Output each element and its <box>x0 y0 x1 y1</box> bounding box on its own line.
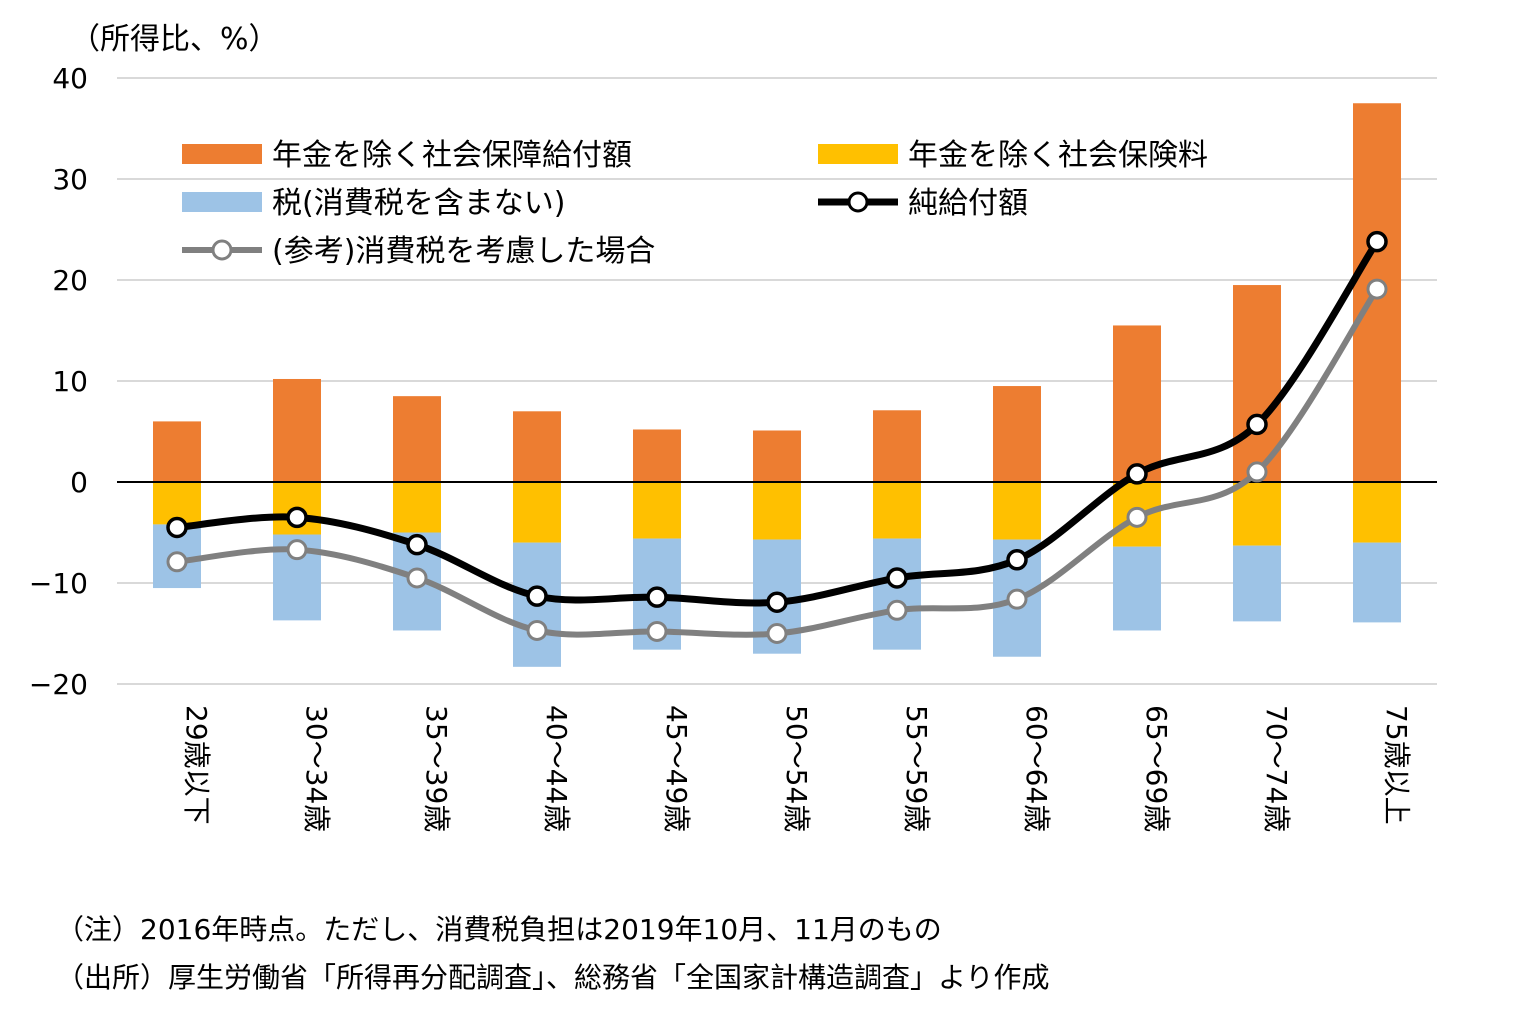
data-point-marker <box>526 619 548 641</box>
bar-segment <box>753 430 801 482</box>
data-point-marker <box>1366 230 1388 253</box>
bar-segment <box>993 482 1041 540</box>
data-point-marker <box>526 585 548 607</box>
legend-label: 年金を除く社会保険料 <box>908 138 1208 173</box>
y-tick-label: 20 <box>52 264 88 297</box>
y-tick-label: −20 <box>29 668 88 701</box>
x-tick-label: 55～59歳 <box>900 705 933 832</box>
bar-segment <box>393 396 441 482</box>
series-line <box>176 239 1380 607</box>
bar-segment <box>273 378 321 482</box>
bar-segment <box>873 538 921 650</box>
data-point-marker <box>886 567 908 589</box>
bar-segment <box>513 482 561 543</box>
data-point-marker <box>286 506 308 529</box>
data-point-marker <box>406 567 428 589</box>
y-tick-label: 30 <box>52 163 88 196</box>
legend-label: 税(消費税を含まない) <box>272 186 565 221</box>
data-point-marker <box>886 599 908 621</box>
bar-segment <box>993 386 1041 482</box>
legend-label: 純給付額 <box>908 186 1028 221</box>
legend-swatch <box>818 144 898 164</box>
data-point-marker <box>1126 506 1148 528</box>
x-tick-label: 50～54歳 <box>780 705 813 832</box>
x-tick-label: 75歳以上 <box>1380 705 1413 825</box>
bar-segment <box>873 482 921 539</box>
data-point-marker <box>1126 463 1148 485</box>
bar-segment <box>873 410 921 482</box>
x-tick-label: 65～69歳 <box>1140 705 1173 832</box>
x-tick-label: 29歳以下 <box>180 705 213 825</box>
x-tick-label: 30～34歳 <box>300 705 333 832</box>
footnote-note: （注）2016年時点。ただし、消費税負担は2019年10月、11月のもの <box>56 913 942 946</box>
y-axis-unit-label: （所得比、%） <box>70 22 279 57</box>
legend-marker <box>847 191 869 213</box>
data-point-marker <box>766 591 788 613</box>
bar-segment <box>1233 545 1281 622</box>
legend-swatch <box>182 192 262 212</box>
legend-label: (参考)消費税を考慮した場合 <box>272 234 655 269</box>
legend-marker <box>211 239 233 261</box>
data-point-marker <box>766 623 788 644</box>
data-point-marker <box>166 516 188 539</box>
legend-swatch <box>182 144 262 164</box>
bar-segment <box>1353 482 1401 543</box>
y-tick-label: 10 <box>52 365 88 398</box>
data-point-marker <box>646 620 668 642</box>
bars <box>153 103 1401 667</box>
bar-segment <box>393 482 441 533</box>
data-point-marker <box>166 551 188 573</box>
x-tick-label: 35～39歳 <box>420 705 453 832</box>
series-line <box>176 287 1380 638</box>
data-point-marker <box>286 539 308 561</box>
data-point-marker <box>406 533 428 556</box>
bar-segment <box>1233 482 1281 546</box>
x-tick-label: 40～44歳 <box>540 705 573 832</box>
data-point-marker <box>1246 413 1268 436</box>
data-point-marker <box>1006 549 1028 571</box>
data-point-marker <box>646 586 668 608</box>
bar-segment <box>1353 542 1401 623</box>
bar-segment <box>513 411 561 482</box>
x-tick-label: 45～49歳 <box>660 705 693 832</box>
legend-label: 年金を除く社会保障給付額 <box>272 138 632 173</box>
line-series <box>166 230 1388 613</box>
y-tick-label: −10 <box>29 567 88 600</box>
bar-segment <box>633 482 681 539</box>
bar-segment <box>1233 285 1281 482</box>
footnote-source: （出所）厚生労働省「所得再分配調査」、総務省「全国家計構造調査」より作成 <box>56 961 1050 994</box>
x-tick-label: 70～74歳 <box>1260 705 1293 832</box>
bar-segment <box>753 482 801 540</box>
bar-segment <box>1113 325 1161 482</box>
data-point-marker <box>1006 588 1028 610</box>
bar-segment <box>153 421 201 482</box>
y-tick-label: 0 <box>70 466 88 499</box>
bar-segment <box>1113 546 1161 631</box>
line-series <box>166 278 1388 644</box>
bar-segment <box>633 429 681 482</box>
x-tick-label: 60～64歳 <box>1020 705 1053 832</box>
data-point-marker <box>1246 461 1268 483</box>
data-point-marker <box>1366 278 1388 300</box>
y-tick-label: 40 <box>52 62 88 95</box>
